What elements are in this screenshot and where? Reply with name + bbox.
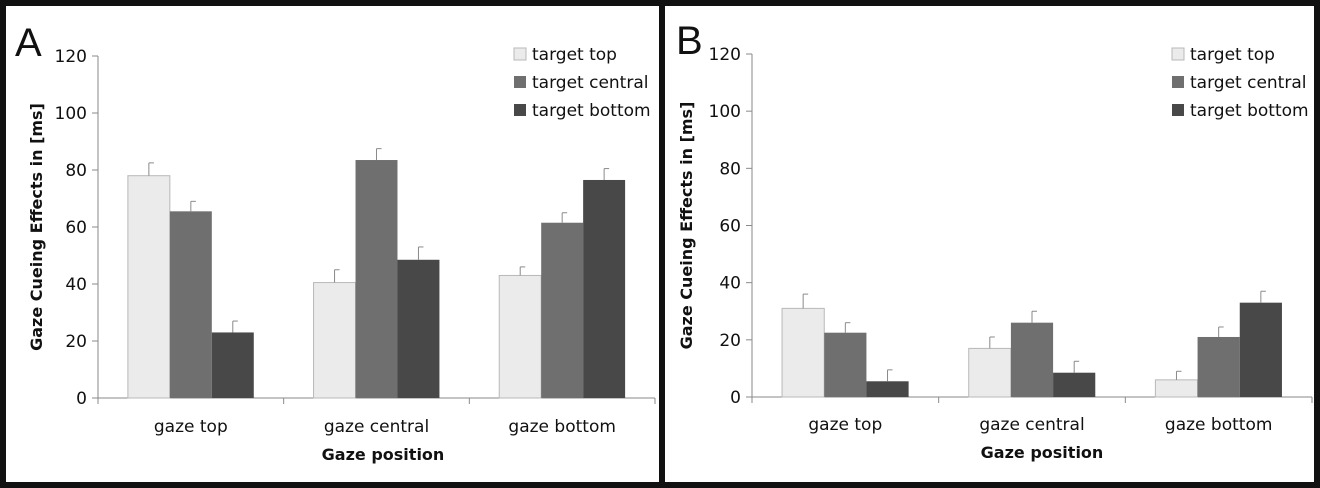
y-tick-label: 40 [65, 275, 87, 295]
bar [1197, 336, 1240, 397]
x-category-label: gaze bottom [508, 417, 615, 437]
legend-swatch [1171, 47, 1185, 61]
legend-label: target top [1190, 45, 1275, 65]
legend-swatch [514, 104, 526, 116]
y-tick-label: 120 [55, 47, 87, 67]
y-tick-label: 0 [76, 389, 87, 409]
x-category-label: gaze bottom [1165, 415, 1272, 435]
bar [541, 222, 584, 398]
y-axis-title: Gaze Cueing Effects in [ms] [677, 102, 696, 350]
bar [313, 282, 357, 399]
bar [781, 307, 825, 398]
bar [498, 274, 542, 399]
bar [1154, 379, 1199, 398]
y-tick-label: 80 [719, 159, 741, 179]
bar [824, 332, 867, 397]
x-category-label: gaze central [324, 417, 429, 437]
legend: target top target central target bottom [513, 45, 651, 121]
panel-letter: B [676, 19, 703, 63]
legend-label: target central [1190, 73, 1306, 93]
panel-b: B 0 20 40 60 80 100 120 gaze top gaze central gaze… [676, 19, 1313, 462]
x-axis-title: Gaze position [981, 443, 1104, 462]
x-category-label: gaze top [154, 417, 228, 437]
y-tick-label: 20 [719, 331, 741, 351]
y-tick-label: 120 [709, 45, 741, 65]
x-axis-title: Gaze position [322, 445, 445, 464]
x-category-label: gaze top [808, 415, 882, 435]
bar [866, 381, 909, 397]
y-tick-label: 80 [65, 161, 87, 181]
legend-label: target bottom [532, 101, 651, 121]
panel-letter: A [15, 21, 42, 65]
bar [1010, 322, 1054, 397]
legend-label: target central [532, 73, 648, 93]
bar [355, 160, 398, 398]
bar [583, 179, 626, 398]
y-tick-label: 100 [709, 102, 741, 122]
y-tick-label: 60 [719, 217, 741, 237]
legend-swatch [514, 76, 526, 88]
bar [968, 347, 1012, 398]
bar [1053, 372, 1096, 397]
legend-swatch [1172, 104, 1184, 116]
legend-swatch [513, 47, 527, 61]
bar [127, 175, 171, 399]
x-category-label: gaze central [979, 415, 1084, 435]
bar [211, 332, 254, 398]
panel-a: A 0 20 40 60 80 100 120 gaze top gaze central gaze… [15, 21, 656, 464]
y-tick-label: 40 [719, 274, 741, 294]
y-tick-label: 60 [65, 218, 87, 238]
bar [1239, 302, 1282, 397]
legend-label: target bottom [1190, 101, 1309, 121]
y-tick-label: 0 [730, 388, 741, 408]
legend-label: target top [532, 45, 617, 65]
y-axis-title: Gaze Cueing Effects in [ms] [27, 103, 46, 351]
y-tick-label: 20 [65, 332, 87, 352]
bar [397, 259, 440, 398]
legend-swatch [1172, 76, 1184, 88]
legend: target top target central target bottom [1171, 45, 1309, 121]
bar [169, 211, 212, 398]
y-tick-label: 100 [55, 104, 87, 124]
